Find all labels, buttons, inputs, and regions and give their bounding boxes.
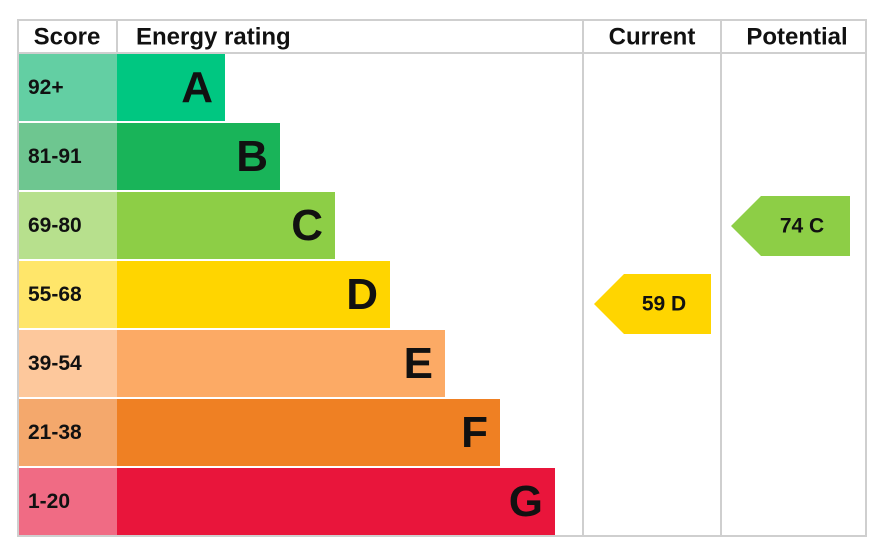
score-cell <box>19 192 117 259</box>
score-cell <box>19 468 117 535</box>
score-range: 1-20 <box>28 490 70 513</box>
rating-letter: D <box>346 270 378 319</box>
rating-letter: G <box>509 477 543 526</box>
bands: 92+ A 81-91 B 69-80 C 55-68 D 39-54 E 21-38 F 1-20 G <box>19 54 555 535</box>
score-cell <box>19 261 117 328</box>
score-cell <box>19 123 117 190</box>
score-range: 92+ <box>28 76 64 99</box>
rating-bar <box>117 54 225 121</box>
rating-bar <box>117 261 390 328</box>
current-label: 59 D <box>642 293 686 316</box>
score-range: 69-80 <box>28 214 82 237</box>
score-range: 21-38 <box>28 421 82 444</box>
header-rating: Energy rating <box>136 23 291 50</box>
rating-letter: F <box>461 408 488 457</box>
header-current: Current <box>609 23 696 50</box>
rating-letter: E <box>404 339 433 388</box>
score-range: 39-54 <box>28 352 82 375</box>
rating-letter: B <box>236 132 268 181</box>
rating-bar <box>117 330 445 397</box>
current-arrow <box>594 274 711 334</box>
score-cell <box>19 54 117 121</box>
score-range: 55-68 <box>28 283 82 306</box>
rating-letter: C <box>291 201 323 250</box>
header-potential: Potential <box>746 23 847 50</box>
score-cell <box>19 399 117 466</box>
rating-bar <box>117 123 280 190</box>
rating-bar <box>117 399 500 466</box>
header-score: Score <box>34 23 101 50</box>
rating-letter: A <box>181 63 213 112</box>
potential-label: 74 C <box>780 215 824 238</box>
potential-arrow <box>731 196 850 256</box>
score-cell <box>19 330 117 397</box>
rating-bar <box>117 468 555 535</box>
rating-bar <box>117 192 335 259</box>
score-range: 81-91 <box>28 145 82 168</box>
